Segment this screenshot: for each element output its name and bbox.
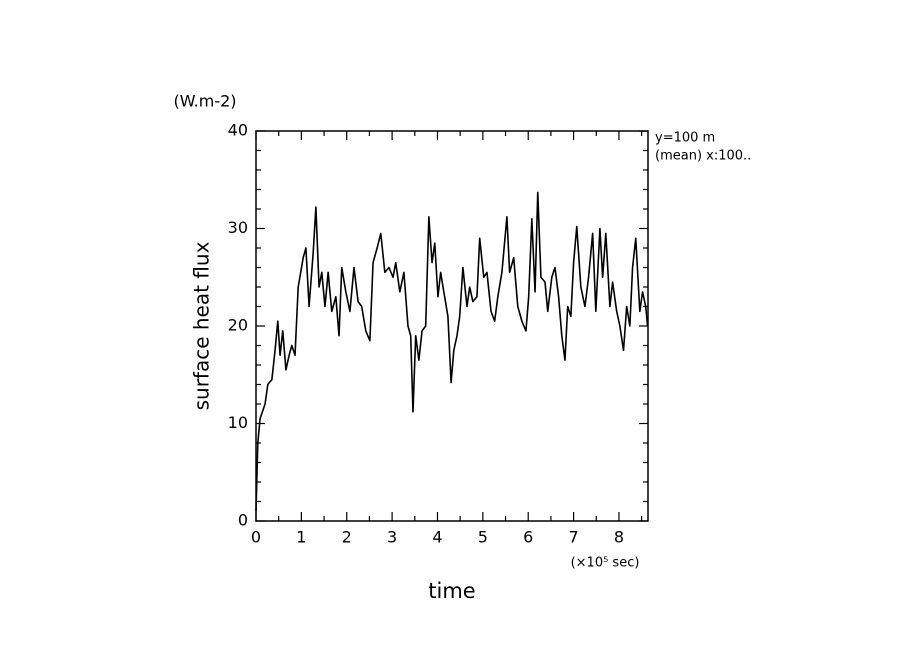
y-tick-label: 40 <box>228 121 248 140</box>
x-tick-label: 1 <box>296 528 306 547</box>
x-axis-label: time <box>428 579 475 603</box>
x-tick-label: 6 <box>523 528 533 547</box>
y-tick-label: 20 <box>228 316 248 335</box>
y-tick-label: 30 <box>228 218 248 237</box>
plot-frame <box>255 130 649 522</box>
x-tick-label: 4 <box>432 528 442 547</box>
x-tick-label: 0 <box>251 528 261 547</box>
y-axis-label: surface heat flux <box>190 241 214 410</box>
x-tick-label: 8 <box>614 528 624 547</box>
annotation: y=100 m <box>655 131 715 146</box>
x-tick-label: 7 <box>568 528 578 547</box>
annotation: (mean) x:100.. <box>655 149 751 164</box>
x-tick-label: 2 <box>342 528 352 547</box>
y-unit: (W.m-2) <box>173 92 236 111</box>
x-unit: (×10⁵ sec) <box>571 556 640 571</box>
x-tick-label: 3 <box>387 528 397 547</box>
data-line <box>255 191 649 512</box>
x-tick-label: 5 <box>478 528 488 547</box>
y-tick-label: 0 <box>238 511 248 530</box>
y-tick-label: 10 <box>228 413 248 432</box>
